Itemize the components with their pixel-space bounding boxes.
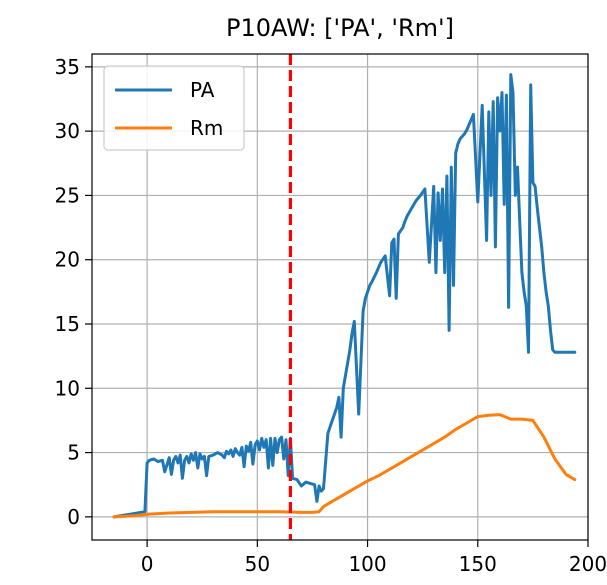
y-tick-label: 20 [55,248,80,272]
legend: PA Rm [104,66,244,150]
y-tick-label: 0 [67,505,80,529]
x-tick-label: 150 [459,552,497,576]
chart-title: P10AW: ['PA', 'Rm'] [226,14,454,42]
y-tick-label: 10 [55,376,80,400]
x-tick-label: 0 [141,552,154,576]
y-tick-label: 15 [55,312,80,336]
y-tick-label: 25 [55,183,80,207]
x-tick-label: 100 [348,552,386,576]
legend-label-pa: PA [190,78,215,102]
x-tick-label: 50 [245,552,270,576]
y-tick-label: 30 [55,119,80,143]
legend-label-rm: Rm [190,116,223,140]
y-tick-label: 35 [55,55,80,79]
y-tick-label: 5 [67,441,80,465]
x-tick-label: 200 [569,552,607,576]
